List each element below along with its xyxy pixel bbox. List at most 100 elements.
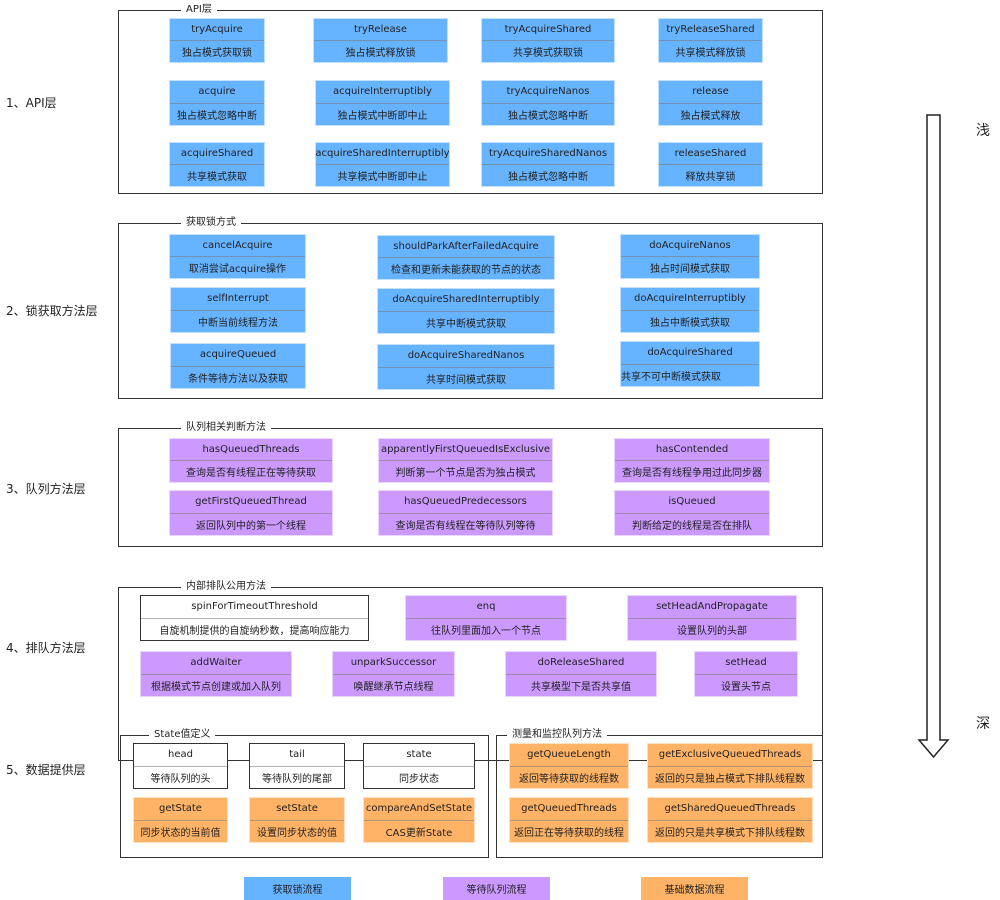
- method-description: 唤醒继承节点线程: [353, 681, 434, 693]
- method-name: unparkSuccessor: [333, 652, 454, 675]
- method-box-tryReleaseShared: tryReleaseShared 共享模式释放锁: [658, 18, 763, 63]
- method-name: releaseShared: [659, 143, 762, 165]
- group-title: API层: [181, 3, 217, 17]
- method-description: 查询是否有线程正在等待获取: [186, 468, 316, 479]
- method-description: 中断当前线程方法: [198, 317, 278, 329]
- group-frame: 测量和监控队列方法: [496, 728, 823, 858]
- method-description: 独占中断模式获取: [650, 317, 730, 329]
- group-title: State值定义: [149, 728, 216, 742]
- method-name: getQueueLength: [510, 744, 628, 767]
- method-name: hasQueuedPredecessors: [379, 491, 552, 514]
- method-name: tryAcquireShared: [482, 19, 614, 41]
- legend-label: 等待队列流程: [466, 885, 527, 896]
- method-description: 返回的只是共享模式下排队线程数: [655, 827, 805, 839]
- group-title: 获取锁方式: [181, 216, 241, 230]
- group-title: 队列相关判断方法: [181, 421, 271, 435]
- method-name: doReleaseShared: [506, 652, 656, 675]
- method-name: addWaiter: [141, 652, 291, 675]
- method-name: doAcquireShared: [621, 342, 759, 365]
- method-name: apparentlyFirstQueuedIsExclusive: [379, 439, 552, 461]
- method-name: acquireShared: [170, 143, 264, 165]
- method-name: acquireInterruptibly: [316, 81, 449, 104]
- method-box-getFirstQueuedThread: getFirstQueuedThread 返回队列中的第一个线程: [169, 490, 333, 536]
- method-description: 释放共享锁: [685, 172, 736, 183]
- method-box-getQueuedThreads: getQueuedThreads 返回正在等待获取的线程: [509, 797, 629, 843]
- method-description: 判断第一个节点是否为独占模式: [395, 468, 536, 479]
- method-name: head: [134, 744, 227, 767]
- method-name: spinForTimeoutThreshold: [141, 596, 368, 619]
- method-box-getSharedQueuedThreads: getSharedQueuedThreads 返回的只是共享模式下排队线程数: [647, 797, 813, 843]
- depth-shallow-label: 浅: [976, 123, 990, 139]
- method-description: 设置同步状态的值: [257, 827, 337, 839]
- method-name: tryAcquireNanos: [482, 81, 614, 104]
- method-description: 等待队列的头: [150, 773, 211, 785]
- method-description: 往队列里面加入一个节点: [431, 625, 541, 637]
- method-description: 共享不可中断模式获取: [621, 371, 721, 383]
- method-box-hasContended: hasContended 查询是否有线程争用过此同步器: [614, 438, 770, 483]
- method-description: 返回等待获取的线程数: [519, 773, 619, 785]
- method-name: getState: [134, 798, 227, 821]
- method-description: 条件等待方法以及获取: [188, 373, 288, 385]
- method-box-acquireSharedInterruptibly: acquireSharedInterruptibly 共享模式中断即中止: [315, 142, 450, 187]
- method-name: tryRelease: [314, 19, 447, 41]
- method-name: hasContended: [615, 439, 769, 461]
- method-description: 根据模式节点创建或加入队列: [151, 681, 281, 693]
- method-description: 判断给定的线程是否在排队: [632, 520, 752, 532]
- method-description: 共享模式释放锁: [675, 48, 746, 59]
- method-box-acquire: acquire 独占模式忽略中断: [169, 80, 265, 126]
- method-name: acquireQueued: [171, 344, 305, 367]
- method-name: setState: [250, 798, 344, 821]
- group-frame: State值定义: [120, 728, 489, 858]
- method-name: shouldParkAfterFailedAcquire: [378, 236, 554, 258]
- group-title: 内部排队公用方法: [181, 580, 271, 594]
- method-description: 检查和更新未能获取的节点的状态: [391, 265, 541, 276]
- method-description: 共享模式中断即中止: [337, 172, 428, 183]
- method-box-getQueueLength: getQueueLength 返回等待获取的线程数: [509, 743, 629, 789]
- method-box-setHead: setHead 设置头节点: [694, 651, 798, 697]
- method-box-selfInterrupt: selfInterrupt 中断当前线程方法: [170, 287, 306, 333]
- method-box-setState: setState 设置同步状态的值: [249, 797, 345, 843]
- method-description: 自旋机制提供的自旋纳秒数，提高响应能力: [159, 625, 350, 637]
- method-name: tryAcquireSharedNanos: [482, 143, 614, 165]
- down-arrow-icon: [917, 114, 950, 759]
- method-name: tryAcquire: [170, 19, 264, 41]
- method-description: 独占模式获取锁: [182, 48, 252, 59]
- method-description: 独占模式忽略中断: [177, 110, 257, 122]
- method-description: 独占模式中断即中止: [337, 110, 428, 122]
- method-box-doAcquireInterruptibly: doAcquireInterruptibly 独占中断模式获取: [620, 287, 760, 333]
- method-box-tryAcquireShared: tryAcquireShared 共享模式获取锁: [481, 18, 615, 63]
- legend-item-3: 基础数据流程: [641, 877, 748, 900]
- method-box-tryAcquireSharedNanos: tryAcquireSharedNanos 独占模式忽略中断: [481, 142, 615, 187]
- method-box-doAcquireShared: doAcquireShared 共享不可中断模式获取: [620, 341, 760, 387]
- method-description: 独占模式忽略中断: [508, 172, 588, 183]
- method-description: 返回正在等待获取的线程: [514, 827, 624, 839]
- method-box-acquireShared: acquireShared 共享模式获取: [169, 142, 265, 187]
- method-name: getFirstQueuedThread: [170, 491, 332, 514]
- method-box-compareAndSetState: compareAndSetState CAS更新State: [363, 797, 475, 843]
- method-description: 共享模型下是否共享值: [531, 681, 631, 693]
- group-frame: API层: [118, 3, 823, 194]
- method-box-hasQueuedThreads: hasQueuedThreads 查询是否有线程正在等待获取: [169, 438, 333, 483]
- method-name: hasQueuedThreads: [170, 439, 332, 461]
- legend-label: 基础数据流程: [664, 885, 725, 896]
- method-box-tryAcquire: tryAcquire 独占模式获取锁: [169, 18, 265, 63]
- group-frame: 队列相关判断方法: [118, 421, 823, 547]
- method-name: setHeadAndPropagate: [628, 596, 796, 619]
- method-name: acquire: [170, 81, 264, 104]
- method-description: 设置头节点: [721, 681, 771, 693]
- group-frame: 获取锁方式: [118, 216, 823, 399]
- method-box-doReleaseShared: doReleaseShared 共享模型下是否共享值: [505, 651, 657, 697]
- method-box-doAcquireSharedNanos: doAcquireSharedNanos 共享时间模式获取: [377, 344, 555, 390]
- method-name: tryReleaseShared: [659, 19, 762, 41]
- method-box-release: release 独占模式释放: [658, 80, 763, 126]
- method-name: getExclusiveQueuedThreads: [648, 744, 812, 767]
- method-description: 同步状态: [399, 773, 439, 785]
- method-description: 独占模式忽略中断: [508, 110, 588, 122]
- method-description: 设置队列的头部: [677, 625, 747, 637]
- method-box-tryAcquireNanos: tryAcquireNanos 独占模式忽略中断: [481, 80, 615, 126]
- method-name: cancelAcquire: [170, 235, 305, 257]
- legend-item-1: 获取锁流程: [244, 877, 351, 900]
- method-description: 取消尝试acquire操作: [188, 264, 287, 275]
- method-description: 独占时间模式获取: [650, 264, 730, 275]
- method-box-head: head 等待队列的头: [133, 743, 228, 789]
